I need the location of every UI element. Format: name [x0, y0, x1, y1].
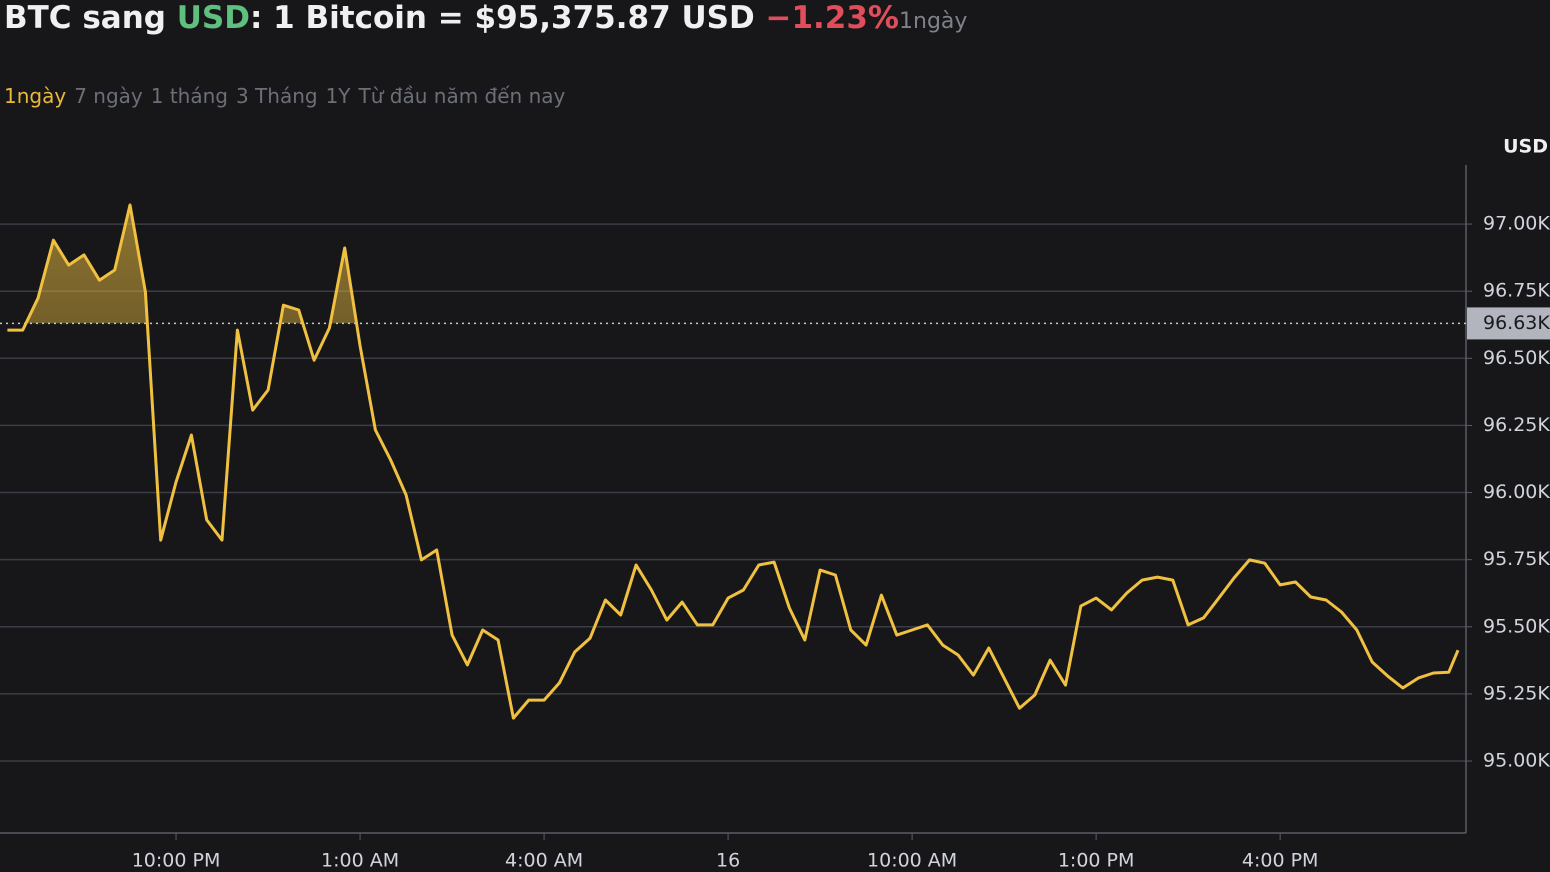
- x-tick-label: 4:00 PM: [1242, 850, 1319, 872]
- title-part: BTC sang: [4, 0, 177, 36]
- x-tick-label: 4:00 AM: [505, 850, 583, 872]
- tab[interactable]: Từ đầu năm đến nay: [358, 84, 566, 108]
- y-tick-label: 97.00K: [1483, 213, 1550, 235]
- tab[interactable]: 1ngày: [4, 84, 67, 108]
- title-currency: USD: [176, 0, 250, 36]
- tab[interactable]: 7 ngày: [74, 84, 143, 108]
- y-tick-label: 95.75K: [1483, 548, 1550, 570]
- x-tick-label: 10:00 AM: [867, 850, 957, 872]
- title-change: −1.23%: [765, 0, 899, 36]
- tabs: 1ngày 7 ngày 1 tháng 3 Tháng 1Y Từ đầu năm đế…: [4, 84, 573, 108]
- y-tick-label: 95.50K: [1483, 615, 1550, 637]
- title-period: 1ngày: [899, 9, 968, 34]
- y-tick-label: 96.00K: [1483, 481, 1550, 503]
- x-tick-label: 16: [716, 850, 740, 872]
- tab[interactable]: 1 tháng: [150, 84, 228, 108]
- x-tick-label: 1:00 PM: [1058, 850, 1135, 872]
- reference-label-box: [1467, 307, 1550, 340]
- tab[interactable]: 3 Tháng: [235, 84, 318, 108]
- title-part: : 1 Bitcoin = $95,375.87 USD: [249, 0, 766, 36]
- y-tick-label: 96.25K: [1483, 414, 1550, 436]
- y-axis-label: USD: [1503, 136, 1548, 158]
- price-line: [7, 203, 1460, 720]
- area-fill: [7, 205, 1458, 324]
- x-tick-label: 1:00 AM: [321, 850, 399, 872]
- y-tick-label: 95.25K: [1483, 682, 1550, 704]
- tab[interactable]: 1Y: [325, 84, 351, 108]
- y-tick-label: 96.50K: [1483, 347, 1550, 369]
- y-tick-label: 95.00K: [1483, 750, 1550, 772]
- header: BTC sang USD: 1 Bitcoin = $95,375.87 USD…: [4, 0, 967, 36]
- y-tick-label: 96.75K: [1483, 280, 1550, 302]
- reference-label: 96.63K: [1483, 312, 1550, 334]
- x-tick-label: 10:00 PM: [132, 850, 221, 872]
